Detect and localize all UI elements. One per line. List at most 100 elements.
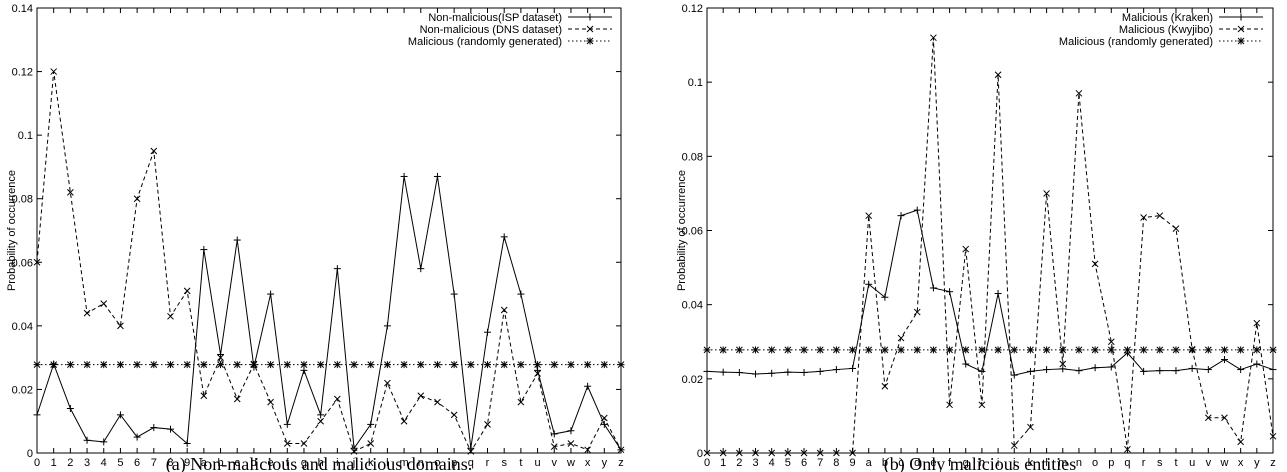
y-tick-label: 0.02 — [682, 374, 703, 386]
data-point — [317, 361, 325, 369]
data-point — [1188, 346, 1196, 354]
data-point — [150, 147, 158, 155]
data-point — [1204, 346, 1212, 354]
data-point — [800, 449, 808, 457]
figure-caption: (b) Only malicious entities — [884, 454, 1076, 472]
x-tick-label: x — [585, 457, 591, 469]
series-line-1 — [36, 176, 622, 451]
x-tick-label: z — [1270, 457, 1276, 469]
data-point — [946, 401, 953, 409]
y-tick-label: 0 — [27, 448, 33, 460]
x-tick-label: v — [1206, 457, 1212, 469]
data-point — [833, 449, 840, 457]
data-point — [433, 361, 441, 369]
x-tick-label: 8 — [167, 457, 173, 469]
data-point — [1237, 346, 1245, 354]
x-tick-label: s — [501, 457, 507, 469]
data-point — [897, 346, 905, 354]
data-point — [913, 308, 921, 316]
x-tick-label: f — [948, 457, 952, 469]
data-point — [350, 444, 358, 452]
data-point — [1156, 212, 1164, 220]
data-point — [333, 265, 341, 273]
legend-label: Malicious (randomly generated) — [408, 36, 562, 48]
data-point — [1188, 364, 1196, 372]
data-point — [33, 258, 41, 266]
x-tick-label: 5 — [117, 457, 123, 469]
data-point — [417, 361, 425, 369]
data-point — [100, 438, 108, 446]
data-point — [881, 382, 889, 390]
data-point — [1059, 365, 1067, 373]
series-line-2 — [707, 37, 1274, 454]
data-point — [50, 361, 58, 369]
data-point — [200, 392, 208, 400]
data-point — [1237, 438, 1245, 446]
data-point — [1220, 356, 1228, 364]
legend-marker — [1237, 13, 1245, 21]
x-tick-label: k — [1028, 457, 1034, 469]
y-tick-label: 0.02 — [12, 384, 33, 396]
x-tick-label: y — [1254, 457, 1260, 469]
data-point — [1091, 364, 1099, 372]
data-point — [768, 449, 776, 457]
data-point — [233, 361, 241, 369]
data-point — [946, 346, 954, 354]
data-point — [946, 288, 954, 296]
data-point — [584, 446, 591, 454]
x-tick-label: 2 — [67, 457, 73, 469]
data-point — [752, 449, 759, 457]
data-point — [994, 71, 1002, 79]
data-point — [768, 346, 776, 354]
data-point — [233, 236, 241, 244]
data-point — [1026, 367, 1034, 375]
x-tick-label: w — [566, 457, 575, 469]
data-point — [849, 364, 857, 372]
data-point — [417, 265, 425, 273]
chart-b: 00.020.040.060.080.10.120 1 2 3 4 5 6 7 8 9 a b c d e f… — [676, 3, 1277, 472]
data-point — [200, 246, 208, 254]
data-point — [100, 361, 108, 369]
legend-marker — [586, 25, 594, 33]
legend-label: Non-malicious(ISP dataset) — [428, 12, 562, 24]
x-tick-label: h — [979, 457, 985, 469]
data-point — [1107, 363, 1115, 371]
data-point — [1269, 366, 1277, 374]
x-tick-label: u — [535, 457, 541, 469]
data-point — [1172, 225, 1180, 232]
data-point — [1253, 319, 1261, 327]
x-tick-label: g — [963, 457, 969, 469]
x-tick-label: d — [251, 457, 257, 469]
plot-frame — [36, 7, 622, 454]
x-tick-label: a — [201, 457, 208, 469]
data-point — [978, 401, 986, 409]
data-point — [832, 366, 840, 374]
x-tick-label: o — [434, 457, 440, 469]
legend-marker — [1237, 37, 1245, 45]
data-point — [832, 346, 840, 354]
x-tick-label: a — [866, 457, 873, 469]
x-tick-label: s — [1157, 457, 1163, 469]
data-point — [1010, 346, 1018, 354]
data-point — [450, 411, 458, 419]
data-point — [1156, 346, 1164, 354]
data-point — [962, 346, 970, 354]
data-point — [66, 361, 74, 369]
data-point — [484, 361, 492, 369]
data-point — [929, 284, 937, 292]
data-point — [116, 411, 124, 419]
data-point — [1075, 89, 1083, 97]
data-point — [1269, 432, 1277, 440]
x-tick-label: x — [1238, 457, 1244, 469]
data-point — [450, 290, 458, 298]
data-point — [150, 361, 158, 369]
x-tick-label: r — [1142, 457, 1146, 469]
data-point — [1026, 346, 1034, 354]
data-point — [735, 346, 743, 354]
data-point — [784, 449, 792, 457]
data-point — [117, 322, 124, 330]
data-point — [1220, 346, 1228, 354]
data-point — [849, 449, 856, 457]
data-point — [267, 398, 274, 406]
y-tick-label: 0 — [697, 448, 703, 460]
